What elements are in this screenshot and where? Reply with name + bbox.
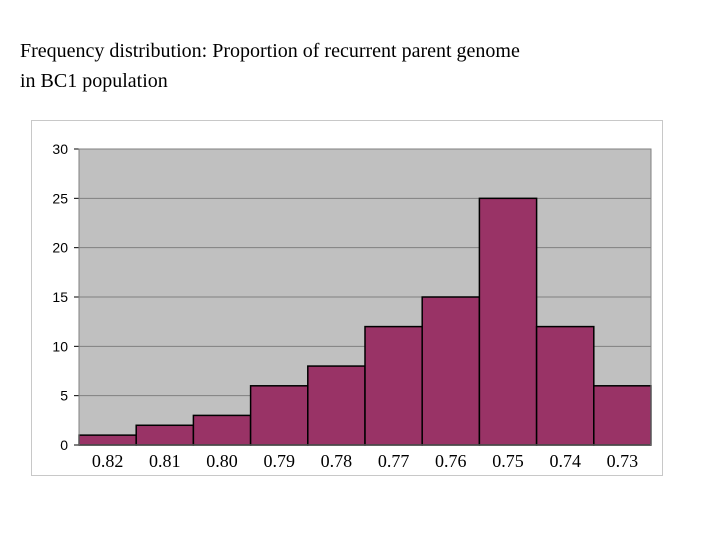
bar xyxy=(535,325,595,446)
bar xyxy=(192,414,252,446)
x-tick-label: 0.78 xyxy=(321,451,353,471)
y-tick-label: 30 xyxy=(52,141,68,157)
x-tick-label: 0.80 xyxy=(206,451,238,471)
bar xyxy=(135,424,195,446)
x-tick-label: 0.76 xyxy=(435,451,467,471)
x-tick-labels: 0.82 0.81 0.80 0.79 0.78 0.77 0.76 0.75 0.74 0.73 xyxy=(92,451,638,471)
y-tick-label: 5 xyxy=(60,388,68,404)
bar xyxy=(249,385,309,446)
y-tick-label: 10 xyxy=(52,338,68,354)
y-tick-labels: 0 5 10 15 20 25 30 xyxy=(52,141,68,453)
bar xyxy=(307,365,366,446)
x-tick-label: 0.77 xyxy=(378,451,410,471)
bar xyxy=(421,296,481,446)
bar xyxy=(478,197,538,446)
x-tick-label: 0.73 xyxy=(607,451,639,471)
chart-frame: 0 5 10 15 20 25 30 0.82 0.81 0.80 0.79 0.78 0.77 0.7… xyxy=(31,120,663,476)
x-tick-label: 0.75 xyxy=(492,451,524,471)
plot-border xyxy=(78,148,652,446)
y-tick-label: 15 xyxy=(52,289,68,305)
bar xyxy=(364,325,423,446)
x-tick-label: 0.74 xyxy=(549,451,581,471)
x-tick-label: 0.82 xyxy=(92,451,124,471)
bar xyxy=(593,385,652,446)
chart-title: Frequency distribution: Proportion of re… xyxy=(20,40,520,92)
y-tick-label: 0 xyxy=(60,437,68,453)
y-tick-label: 25 xyxy=(52,190,68,206)
x-tick-label: 0.81 xyxy=(149,451,181,471)
y-tick-label: 20 xyxy=(52,240,68,256)
bar xyxy=(78,434,137,446)
axes xyxy=(78,148,652,446)
x-tick-label: 0.79 xyxy=(263,451,295,471)
bars xyxy=(78,197,652,446)
